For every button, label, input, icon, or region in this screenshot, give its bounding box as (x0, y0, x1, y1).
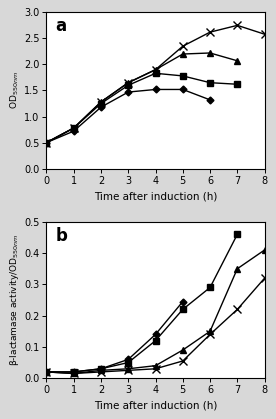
Y-axis label: OD$_{550nm}$: OD$_{550nm}$ (9, 72, 21, 109)
X-axis label: Time after induction (h): Time after induction (h) (94, 191, 217, 201)
Y-axis label: β-lactamase activity/OD$_{550nm}$: β-lactamase activity/OD$_{550nm}$ (8, 234, 21, 366)
Text: a: a (55, 17, 66, 35)
X-axis label: Time after induction (h): Time after induction (h) (94, 401, 217, 411)
Text: b: b (55, 227, 67, 245)
